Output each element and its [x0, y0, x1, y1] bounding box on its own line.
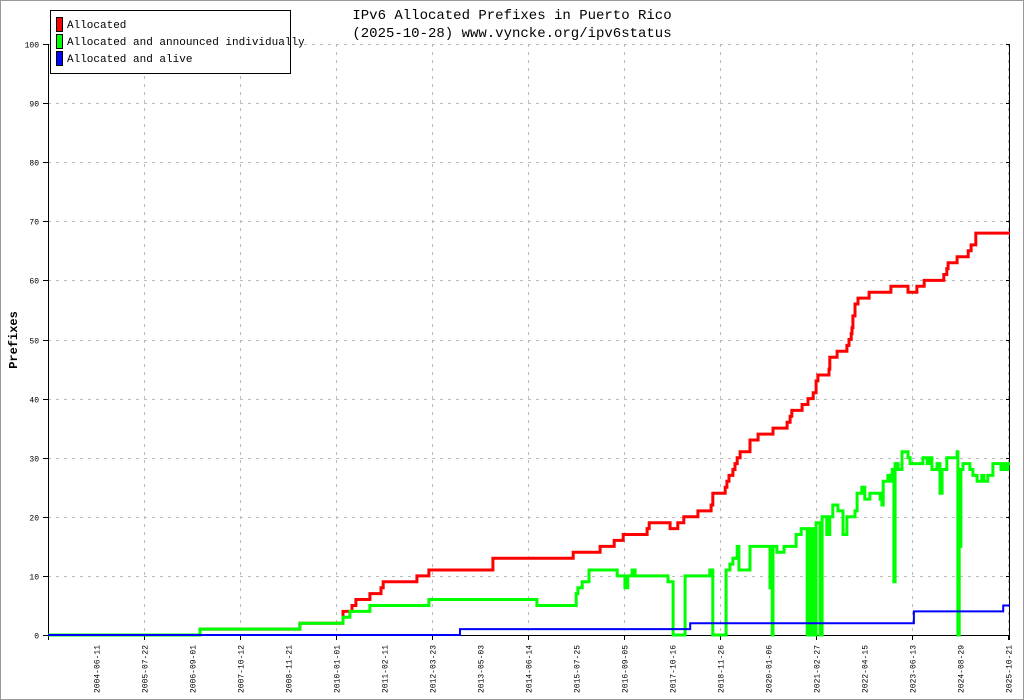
- y-tick-label: 50: [29, 338, 39, 347]
- y-tick-label: 80: [29, 160, 39, 169]
- x-tick-label: 2020-01-06: [766, 645, 775, 693]
- x-tick-label: 2015-07-25: [574, 645, 583, 693]
- legend-swatch: [56, 34, 63, 49]
- x-tick-label: 2023-06-13: [910, 645, 919, 693]
- axes: 0 10 20 30 40 50 60 70 80 90 100 2004-06-11 2005-07-…: [25, 42, 1015, 694]
- legend-box: [50, 10, 291, 74]
- x-tick-label: 2008-11-21: [286, 645, 295, 693]
- x-tick-label: 2018-11-26: [718, 645, 727, 693]
- x-tick-label: 2007-10-12: [238, 645, 247, 693]
- x-tick-label: 2004-06-11: [94, 645, 103, 693]
- y-axis-label: Prefixes: [7, 311, 21, 369]
- x-tick-label: 2005-07-22: [142, 645, 151, 693]
- x-tick-label: 2022-04-15: [862, 645, 871, 693]
- series-lines: [48, 231, 1010, 637]
- x-tick-label: 2012-03-23: [430, 645, 439, 693]
- legend-swatch: [56, 17, 63, 32]
- x-tick-label: 2006-09-01: [190, 645, 199, 693]
- y-tick-label: 30: [29, 456, 39, 465]
- legend-label: Allocated: [67, 20, 126, 32]
- x-tick-label: 2024-08-29: [958, 645, 967, 693]
- chart-title: IPv6 Allocated Prefixes in Puerto Rico: [352, 8, 671, 24]
- legend: Allocated Allocated and announced individ…: [50, 10, 305, 74]
- y-tick-label: 20: [29, 515, 39, 524]
- series-line-allocated-and-alive: [48, 604, 1010, 636]
- x-tick-label: 2016-09-05: [622, 645, 631, 693]
- x-tick-label: 2010-01-01: [334, 645, 343, 693]
- y-tick-label: 10: [29, 574, 39, 583]
- y-tick-label: 0: [34, 633, 39, 642]
- x-tick-label: 2025-10-21: [1006, 645, 1015, 693]
- legend-swatch: [56, 51, 63, 66]
- chart-subtitle: (2025-10-28) www.vyncke.org/ipv6status: [352, 26, 671, 42]
- x-tick-label: 2011-02-11: [382, 645, 391, 693]
- x-tick-label: 2017-10-16: [670, 645, 679, 693]
- x-tick-label: 2021-02-27: [814, 645, 823, 693]
- legend-label: Allocated and announced individually: [67, 37, 305, 49]
- y-tick-label: 70: [29, 219, 39, 228]
- grid: [48, 44, 1010, 635]
- legend-label: Allocated and alive: [67, 54, 192, 66]
- y-tick-label: 100: [25, 42, 40, 51]
- y-tick-label: 40: [29, 397, 39, 406]
- y-tick-label: 90: [29, 101, 39, 110]
- series-line-allocated-and-announced-individually: [48, 450, 1010, 637]
- x-tick-label: 2014-06-14: [526, 645, 535, 693]
- series-line-allocated: [48, 231, 1010, 637]
- x-tick-label: 2013-05-03: [478, 645, 487, 693]
- y-tick-label: 60: [29, 278, 39, 287]
